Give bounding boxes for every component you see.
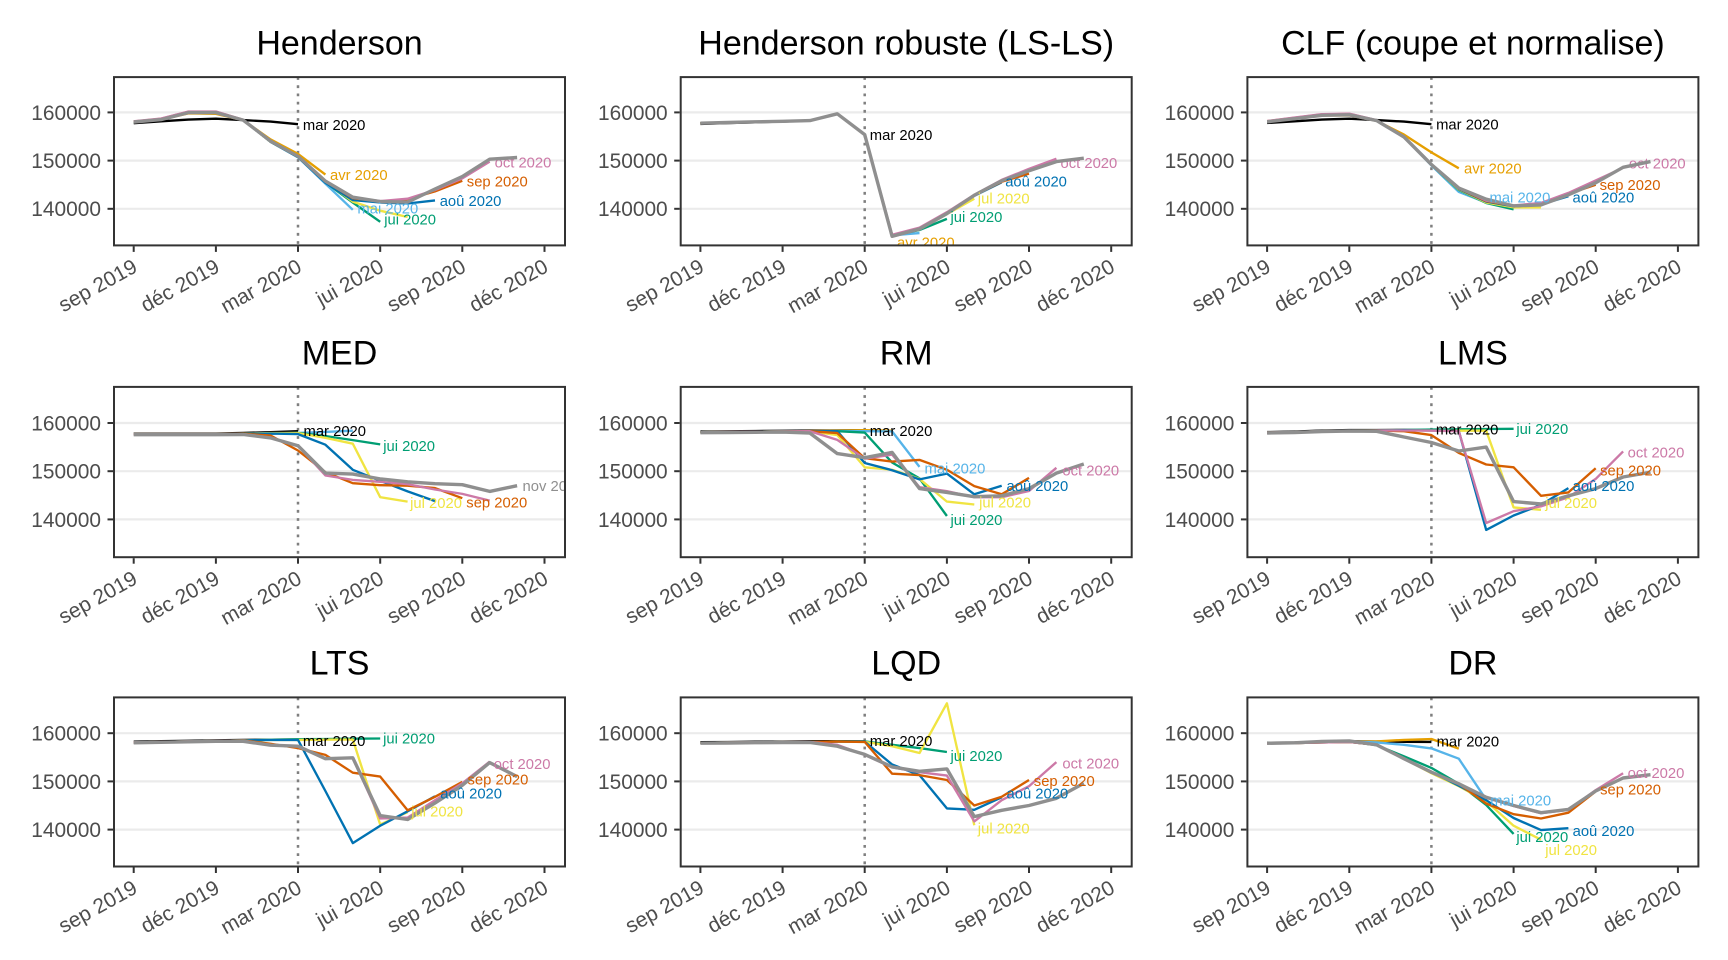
svg-text:jui 2020: jui 2020 <box>950 749 1003 765</box>
svg-text:oct 2020: oct 2020 <box>1062 757 1119 773</box>
svg-text:140000: 140000 <box>598 819 668 842</box>
svg-text:160000: 160000 <box>31 102 101 125</box>
svg-text:140000: 140000 <box>598 198 668 221</box>
svg-text:jul 2020: jul 2020 <box>1544 843 1597 859</box>
svg-text:aoû 2020: aoû 2020 <box>440 787 502 803</box>
svg-text:RM: RM <box>880 335 933 373</box>
svg-text:sep 2020: sep 2020 <box>467 175 528 191</box>
svg-text:mar 2020: mar 2020 <box>870 734 933 750</box>
svg-text:150000: 150000 <box>1165 150 1235 173</box>
svg-text:mai 2020: mai 2020 <box>357 202 418 218</box>
svg-text:mar 2020: mar 2020 <box>1436 423 1499 439</box>
svg-text:150000: 150000 <box>31 150 101 173</box>
svg-text:oct 2020: oct 2020 <box>1629 157 1686 173</box>
svg-text:mar 2020: mar 2020 <box>303 118 366 134</box>
svg-text:mai 2020: mai 2020 <box>925 462 986 478</box>
svg-text:jui 2020: jui 2020 <box>382 732 435 748</box>
svg-text:jul 2020: jul 2020 <box>978 495 1031 511</box>
svg-text:LMS: LMS <box>1438 335 1508 373</box>
svg-text:mar 2020: mar 2020 <box>1436 118 1499 134</box>
svg-text:aoû 2020: aoû 2020 <box>1573 479 1635 495</box>
svg-text:mai 2020: mai 2020 <box>1490 191 1551 207</box>
svg-text:aoû 2020: aoû 2020 <box>1007 787 1069 803</box>
svg-text:mar 2020: mar 2020 <box>870 128 933 144</box>
svg-text:sep 2020: sep 2020 <box>1600 463 1661 479</box>
svg-text:160000: 160000 <box>1165 102 1235 125</box>
svg-text:jui 2020: jui 2020 <box>383 213 436 229</box>
svg-text:avr 2020: avr 2020 <box>1464 162 1522 178</box>
svg-text:aoû 2020: aoû 2020 <box>1573 824 1635 840</box>
svg-text:jui 2020: jui 2020 <box>1515 830 1568 846</box>
svg-text:aoû 2020: aoû 2020 <box>1007 479 1069 495</box>
svg-text:CLF (coupe et normalise): CLF (coupe et normalise) <box>1281 24 1665 62</box>
svg-text:MED: MED <box>302 335 378 373</box>
svg-text:160000: 160000 <box>31 412 101 435</box>
svg-text:160000: 160000 <box>1165 723 1235 746</box>
svg-text:140000: 140000 <box>31 819 101 842</box>
svg-text:150000: 150000 <box>598 771 668 794</box>
svg-text:Henderson: Henderson <box>256 24 422 62</box>
svg-text:sep 2020: sep 2020 <box>1034 774 1095 790</box>
svg-text:oct 2020: oct 2020 <box>494 757 551 773</box>
svg-text:150000: 150000 <box>31 771 101 794</box>
svg-text:jul 2020: jul 2020 <box>1544 496 1597 512</box>
svg-text:160000: 160000 <box>31 723 101 746</box>
svg-text:oct 2020: oct 2020 <box>1628 766 1685 782</box>
svg-text:aoû 2020: aoû 2020 <box>1005 174 1067 190</box>
svg-text:mar 2020: mar 2020 <box>303 734 366 750</box>
svg-text:oct 2020: oct 2020 <box>1628 446 1685 462</box>
svg-text:nov 2020: nov 2020 <box>523 479 584 495</box>
svg-text:mar 2020: mar 2020 <box>870 424 933 440</box>
svg-text:140000: 140000 <box>31 198 101 221</box>
svg-text:140000: 140000 <box>1165 819 1235 842</box>
svg-text:160000: 160000 <box>598 412 668 435</box>
svg-text:140000: 140000 <box>598 509 668 532</box>
svg-text:150000: 150000 <box>598 461 668 484</box>
svg-text:DR: DR <box>1448 645 1497 683</box>
svg-text:jul 2020: jul 2020 <box>409 496 462 512</box>
svg-text:Henderson robuste (LS-LS): Henderson robuste (LS-LS) <box>698 24 1114 62</box>
svg-text:sep 2020: sep 2020 <box>1600 178 1661 194</box>
svg-text:150000: 150000 <box>1165 771 1235 794</box>
svg-text:150000: 150000 <box>598 150 668 173</box>
svg-text:jul 2020: jul 2020 <box>977 822 1030 838</box>
svg-text:150000: 150000 <box>31 461 101 484</box>
svg-text:avr 2020: avr 2020 <box>897 236 955 252</box>
svg-text:160000: 160000 <box>1165 412 1235 435</box>
svg-text:aoû 2020: aoû 2020 <box>1573 190 1635 206</box>
svg-text:160000: 160000 <box>598 723 668 746</box>
svg-text:LTS: LTS <box>310 645 370 683</box>
svg-text:jui 2020: jui 2020 <box>382 439 435 455</box>
svg-text:jui 2020: jui 2020 <box>1515 422 1568 438</box>
svg-text:140000: 140000 <box>31 509 101 532</box>
svg-text:jui 2020: jui 2020 <box>950 513 1003 529</box>
svg-text:mar 2020: mar 2020 <box>1437 735 1500 751</box>
svg-text:oct 2020: oct 2020 <box>1061 156 1118 172</box>
svg-text:sep 2020: sep 2020 <box>1600 782 1661 798</box>
svg-text:140000: 140000 <box>1165 509 1235 532</box>
svg-text:aoû 2020: aoû 2020 <box>440 194 502 210</box>
svg-text:sep 2020: sep 2020 <box>466 496 527 512</box>
svg-text:avr 2020: avr 2020 <box>330 168 388 184</box>
svg-text:jui 2020: jui 2020 <box>950 210 1003 226</box>
svg-text:150000: 150000 <box>1165 461 1235 484</box>
svg-text:mai 2020: mai 2020 <box>1490 794 1551 810</box>
svg-text:oct 2020: oct 2020 <box>1062 464 1119 480</box>
svg-text:jul 2020: jul 2020 <box>977 191 1030 207</box>
svg-text:jul 2020: jul 2020 <box>410 805 463 821</box>
svg-text:140000: 140000 <box>1165 198 1235 221</box>
svg-text:160000: 160000 <box>598 102 668 125</box>
svg-text:mar 2020: mar 2020 <box>304 424 367 440</box>
svg-text:sep 2020: sep 2020 <box>468 773 529 789</box>
svg-text:LQD: LQD <box>871 645 941 683</box>
